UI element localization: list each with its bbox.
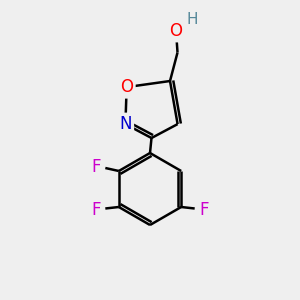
Text: O: O [169, 22, 182, 40]
Text: F: F [199, 201, 208, 219]
Text: F: F [92, 201, 101, 219]
Text: O: O [120, 78, 133, 96]
Text: N: N [119, 115, 132, 133]
Text: H: H [187, 12, 198, 27]
Text: F: F [92, 158, 101, 175]
